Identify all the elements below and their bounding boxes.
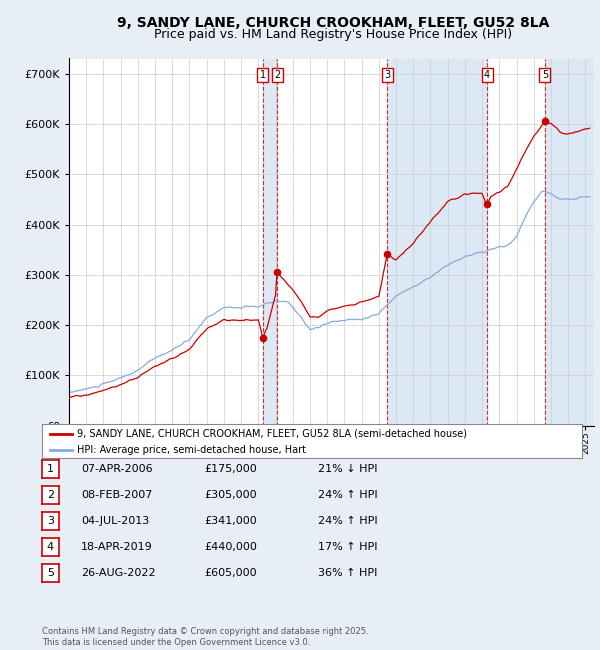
Text: 36% ↑ HPI: 36% ↑ HPI <box>318 567 377 578</box>
Text: 4: 4 <box>47 541 54 552</box>
Text: 24% ↑ HPI: 24% ↑ HPI <box>318 515 377 526</box>
Text: 18-APR-2019: 18-APR-2019 <box>81 541 153 552</box>
Text: Price paid vs. HM Land Registry's House Price Index (HPI): Price paid vs. HM Land Registry's House … <box>154 28 512 41</box>
Text: £175,000: £175,000 <box>204 463 257 474</box>
Text: 1: 1 <box>47 463 54 474</box>
Text: 21% ↓ HPI: 21% ↓ HPI <box>318 463 377 474</box>
Bar <box>545 58 594 426</box>
Text: 3: 3 <box>385 70 391 80</box>
Text: 1: 1 <box>260 70 266 80</box>
Text: £605,000: £605,000 <box>204 567 257 578</box>
Text: 4: 4 <box>484 70 490 80</box>
Text: 5: 5 <box>542 70 548 80</box>
Text: 3: 3 <box>47 515 54 526</box>
Text: 24% ↑ HPI: 24% ↑ HPI <box>318 489 377 500</box>
Text: Contains HM Land Registry data © Crown copyright and database right 2025.
This d: Contains HM Land Registry data © Crown c… <box>42 627 368 647</box>
Text: 08-FEB-2007: 08-FEB-2007 <box>81 489 152 500</box>
Text: 9, SANDY LANE, CHURCH CROOKHAM, FLEET, GU52 8LA (semi-detached house): 9, SANDY LANE, CHURCH CROOKHAM, FLEET, G… <box>77 428 467 439</box>
Text: £440,000: £440,000 <box>204 541 257 552</box>
Text: 07-APR-2006: 07-APR-2006 <box>81 463 152 474</box>
Text: 26-AUG-2022: 26-AUG-2022 <box>81 567 155 578</box>
Bar <box>263 58 277 426</box>
Text: 5: 5 <box>47 567 54 578</box>
Text: 2: 2 <box>274 70 280 80</box>
Text: 04-JUL-2013: 04-JUL-2013 <box>81 515 149 526</box>
Text: £341,000: £341,000 <box>204 515 257 526</box>
Text: 2: 2 <box>47 489 54 500</box>
Bar <box>388 58 487 426</box>
Text: HPI: Average price, semi-detached house, Hart: HPI: Average price, semi-detached house,… <box>77 445 306 455</box>
Text: 17% ↑ HPI: 17% ↑ HPI <box>318 541 377 552</box>
Text: 9, SANDY LANE, CHURCH CROOKHAM, FLEET, GU52 8LA: 9, SANDY LANE, CHURCH CROOKHAM, FLEET, G… <box>117 16 549 31</box>
Text: £305,000: £305,000 <box>204 489 257 500</box>
